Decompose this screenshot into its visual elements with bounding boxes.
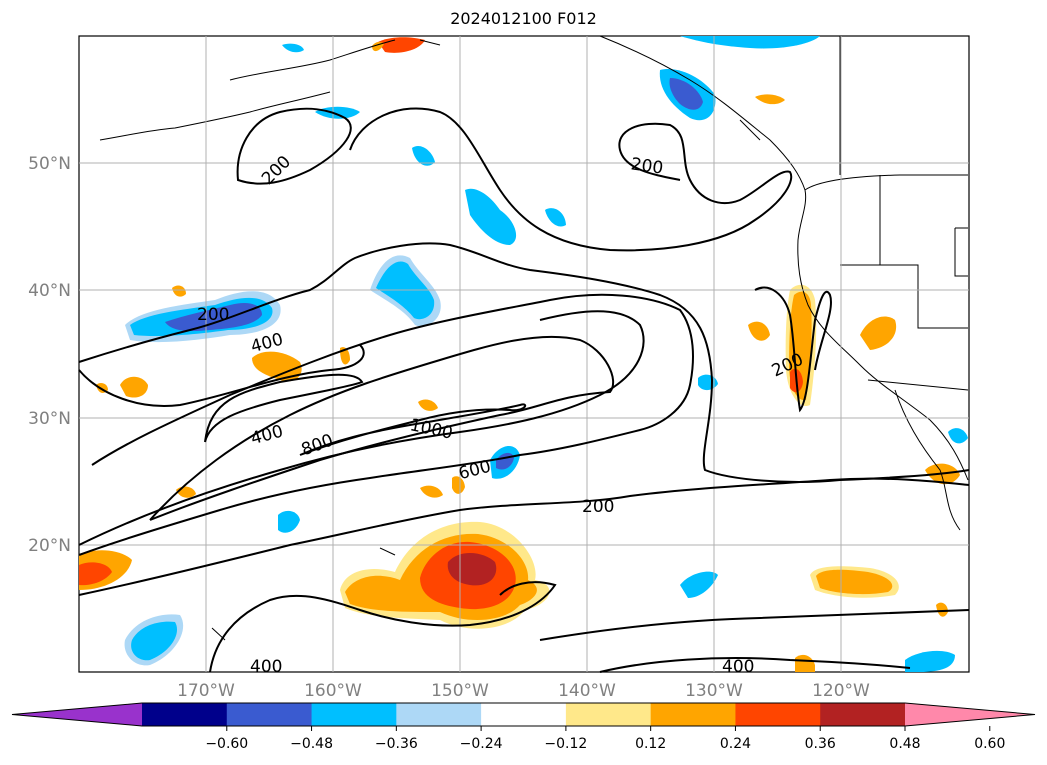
lat-label: 20°N xyxy=(28,536,71,556)
cool-blob-top xyxy=(680,36,820,49)
colorbar-tick-label: 0.24 xyxy=(720,736,751,752)
cool-blob-small-5 xyxy=(698,374,718,391)
contour-400-south-arc xyxy=(209,581,557,673)
colorbar-ticks: −0.60 −0.48 −0.36 −0.24 −0.12 0.12 0.24 0.36 0.4… xyxy=(205,726,1005,752)
warm-blob-small-2 xyxy=(748,321,770,341)
warm-blob-small-1 xyxy=(755,94,785,105)
lat-label: 30°N xyxy=(28,409,71,429)
colorbar-extend-min xyxy=(12,703,142,726)
colorbar-cell xyxy=(650,703,736,726)
warm-blob-small-10 xyxy=(936,602,948,617)
coastlines xyxy=(99,35,969,641)
contour-400-outer xyxy=(78,293,694,556)
contour-200-coast-loop xyxy=(754,286,832,413)
warm-blob-midwest xyxy=(252,351,302,382)
map-panel: 200 200 200 200 200 400 400 800 1000 600… xyxy=(28,35,970,700)
contour-200-se-edge xyxy=(539,609,970,641)
colorbar-cells xyxy=(11,702,1036,727)
cool-blob-small-2 xyxy=(545,208,566,227)
colorbar-cell xyxy=(396,703,482,726)
warm-blob-midwest-2 xyxy=(120,376,148,398)
colorbar-cell xyxy=(226,703,313,726)
contour-400-south-east xyxy=(599,657,911,673)
contour-200-north-large xyxy=(349,107,793,252)
cool-blob-alaska-core xyxy=(669,78,703,110)
warm-blob-mexico-orange xyxy=(816,569,893,595)
cool-blob-small-1 xyxy=(412,145,435,166)
colorbar-tick-label: 0.60 xyxy=(974,736,1005,752)
warm-blob-small-5 xyxy=(420,485,443,498)
warm-blob-small-11 xyxy=(172,285,186,297)
cool-blob-small-7 xyxy=(282,43,304,53)
warm-blob-nevada xyxy=(860,316,897,350)
lat-label: 50°N xyxy=(28,154,71,174)
colorbar-extend-max xyxy=(905,703,1035,726)
warm-blob-small-4 xyxy=(418,399,438,411)
colorbar-tick-label: −0.24 xyxy=(460,736,503,752)
colorbar-tick-label: 0.12 xyxy=(635,736,666,752)
contour-200-south xyxy=(78,477,970,596)
contour-800 xyxy=(149,335,615,521)
colorbar-tick-label: −0.60 xyxy=(205,736,248,752)
line-contours xyxy=(78,107,970,673)
cool-blob-west-core xyxy=(165,303,262,332)
colorbar-cell xyxy=(311,703,397,726)
colorbar-tick-label: −0.12 xyxy=(544,736,587,752)
warm-blob-small-7 xyxy=(795,654,815,672)
lon-label: 120°W xyxy=(812,681,870,700)
lon-label: 130°W xyxy=(685,681,743,700)
contour-label: 200 xyxy=(197,305,229,325)
contour-label: 400 xyxy=(722,657,754,677)
colorbar-cell xyxy=(481,703,567,726)
lat-labels: 50°N 40°N 30°N 20°N xyxy=(28,154,71,556)
lon-label: 140°W xyxy=(558,681,616,700)
contour-label: 400 xyxy=(250,657,282,677)
warm-blob-small-6 xyxy=(452,476,465,494)
lat-label: 40°N xyxy=(28,281,71,301)
colorbar-tick-label: 0.36 xyxy=(805,736,836,752)
contour-200-main xyxy=(78,242,970,483)
cool-blob-small-3 xyxy=(680,571,718,598)
contour-200-northwest xyxy=(236,107,352,185)
colorbar-cell xyxy=(142,703,228,726)
lon-label: 160°W xyxy=(304,681,362,700)
contour-600 xyxy=(78,310,645,546)
cool-blob-small-8 xyxy=(315,106,360,119)
cool-blob-small-4 xyxy=(278,510,300,533)
colorbar-tick-label: −0.48 xyxy=(290,736,333,752)
cool-blob-small-9 xyxy=(948,428,968,444)
cool-blob-southwest-inner xyxy=(131,621,178,661)
colorbar-outline xyxy=(11,702,1036,727)
colorbar-cell xyxy=(820,703,906,726)
lon-labels: 170°W 160°W 150°W 140°W 130°W 120°W xyxy=(177,681,870,700)
lon-label: 150°W xyxy=(431,681,489,700)
colorbar-tick-label: −0.36 xyxy=(375,736,418,752)
contour-1000 xyxy=(299,403,527,456)
cool-blob-small-6 xyxy=(905,650,955,672)
cool-blob-north xyxy=(465,188,517,245)
contour-200-west-arc xyxy=(78,344,365,407)
contour-400 xyxy=(204,373,364,443)
contour-label: 200 xyxy=(630,154,665,178)
colorbar-cell xyxy=(735,703,821,726)
map-title: 2024012100 F012 xyxy=(450,9,597,28)
lon-label: 170°W xyxy=(177,681,235,700)
contour-label: 200 xyxy=(582,497,614,517)
colorbar-tick-label: 0.48 xyxy=(889,736,920,752)
warm-blob-west-edge-red xyxy=(79,562,112,586)
colorbar-cell xyxy=(565,703,652,726)
